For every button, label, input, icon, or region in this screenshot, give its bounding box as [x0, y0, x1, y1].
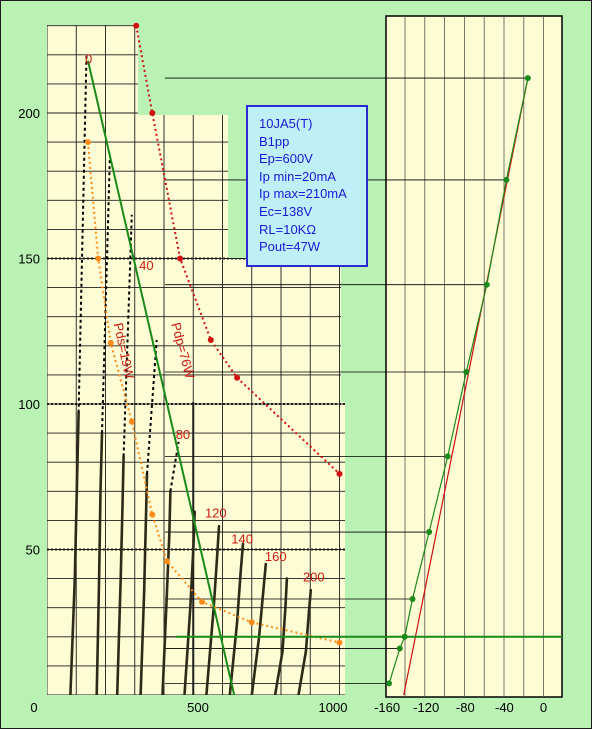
pds-curve — [86, 142, 340, 644]
x-tick-label: 500 — [187, 700, 209, 715]
plate-curve — [161, 490, 172, 695]
transfer-point — [524, 75, 531, 82]
pds-point — [107, 339, 114, 346]
plate-curve — [115, 455, 125, 695]
y-tick-label: 100 — [18, 397, 40, 412]
x-tick-label: 0 — [30, 700, 37, 715]
transfer-x-tick-label: -40 — [495, 700, 514, 715]
transfer-x-tick-label: 0 — [540, 700, 547, 715]
pds-point — [336, 639, 343, 646]
plate-curve — [205, 524, 221, 695]
pds-point — [84, 139, 91, 146]
pds-point — [128, 418, 135, 425]
plate-curve-extension — [169, 441, 180, 492]
spec-line-plate-voltage: Ep=600V — [259, 151, 313, 167]
y-tick-label: 200 — [18, 106, 40, 121]
plate-curve-extension — [122, 214, 133, 457]
plate-curve — [228, 542, 245, 695]
spec-line-ip-max: Ip max=210mA — [259, 186, 347, 202]
transfer-point — [426, 529, 433, 536]
transfer-x-tick-label: -80 — [456, 700, 475, 715]
transfer-point — [396, 645, 403, 652]
spec-line-load: RL=10KΩ — [259, 221, 317, 237]
x-tick-label: 1000 — [319, 700, 348, 715]
transfer-point — [444, 453, 451, 460]
y-tick-label: 150 — [18, 252, 40, 267]
pds-point — [163, 558, 170, 565]
grid-voltage-label: 140 — [231, 532, 253, 547]
transfer-x-tick-label: -160 — [374, 700, 400, 715]
spec-line-grid-bias: Ec=138V — [259, 203, 313, 219]
transfer-point — [483, 281, 490, 288]
transfer-chart-grid — [404, 16, 544, 697]
grid-voltage-label: 160 — [265, 549, 287, 564]
pds-point — [248, 619, 255, 626]
plate-curve-extension — [101, 156, 111, 434]
pds-point — [199, 598, 206, 605]
tube-spec-box: 10JA5(T) B1pp Ep=600V Ip min=20mA Ip max… — [246, 105, 368, 267]
transfer-point — [503, 176, 510, 183]
transfer-point — [463, 368, 470, 375]
transfer-chart-paper — [385, 15, 563, 698]
pdp-point — [336, 470, 343, 477]
grid-voltage-label: 40 — [139, 258, 153, 273]
spec-line-mode: B1pp — [259, 133, 290, 149]
transfer-curve — [388, 77, 529, 684]
grid-voltage-label: 0 — [85, 52, 92, 67]
transfer-point — [386, 680, 393, 687]
plate-curve — [250, 562, 268, 695]
plate-curve — [273, 577, 289, 695]
plate-curve-extension — [146, 339, 158, 474]
pds-point — [95, 255, 102, 262]
pdp-point — [149, 110, 156, 116]
plate-curve — [95, 431, 104, 695]
pdp-point — [177, 255, 184, 262]
pdp-point — [133, 22, 140, 29]
pds-point — [149, 511, 156, 518]
spec-line-ip-min: Ip min=20mA — [259, 168, 336, 184]
grid-voltage-label: 200 — [303, 570, 325, 585]
y-tick-label: 50 — [26, 543, 40, 558]
pdp-point — [234, 374, 241, 381]
grid-voltage-label: 80 — [176, 427, 190, 442]
grid-voltage-label: 120 — [205, 505, 227, 520]
plate-curve — [297, 588, 313, 695]
spec-line-tube: 10JA5(T) — [259, 116, 313, 131]
load-line — [86, 60, 236, 696]
plate-curve — [139, 472, 149, 695]
spec-line-output: Pout=47W — [259, 239, 321, 255]
transfer-x-tick-label: -120 — [413, 700, 439, 715]
pdp-point — [207, 336, 214, 343]
plate-curve — [183, 510, 196, 695]
transfer-point — [409, 595, 416, 602]
plate-curve — [69, 411, 80, 695]
pdp-curve — [135, 25, 341, 475]
